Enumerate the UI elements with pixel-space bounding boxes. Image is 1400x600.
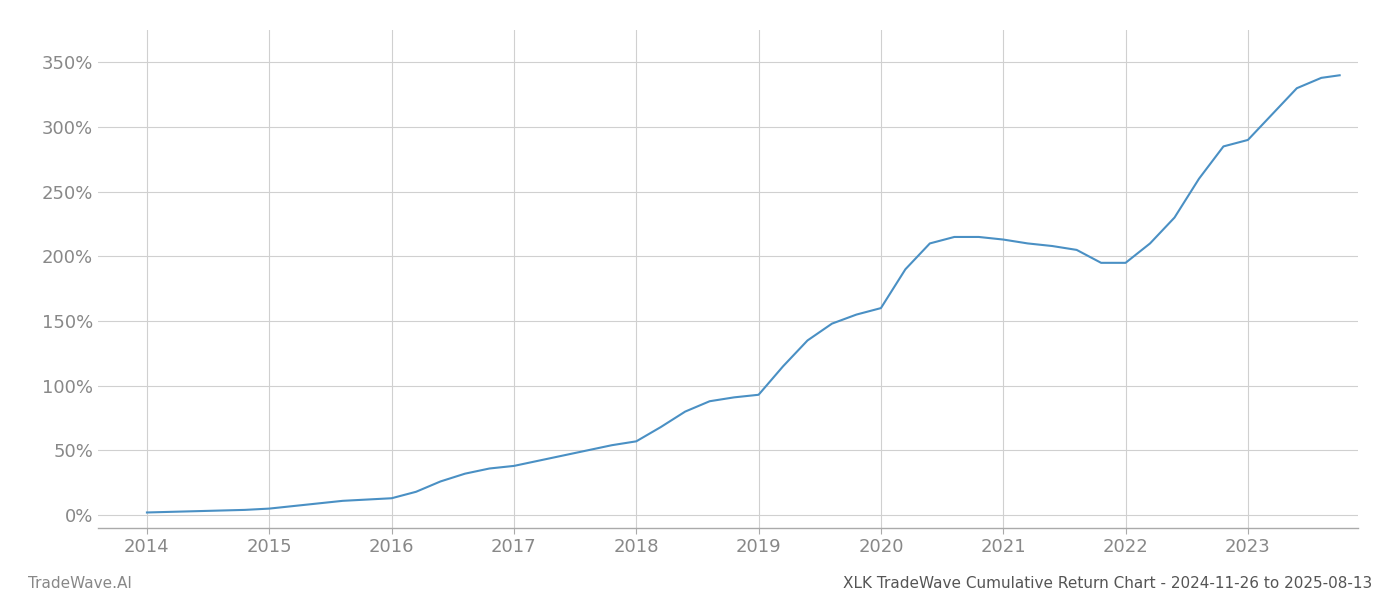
Text: TradeWave.AI: TradeWave.AI	[28, 576, 132, 591]
Text: XLK TradeWave Cumulative Return Chart - 2024-11-26 to 2025-08-13: XLK TradeWave Cumulative Return Chart - …	[843, 576, 1372, 591]
